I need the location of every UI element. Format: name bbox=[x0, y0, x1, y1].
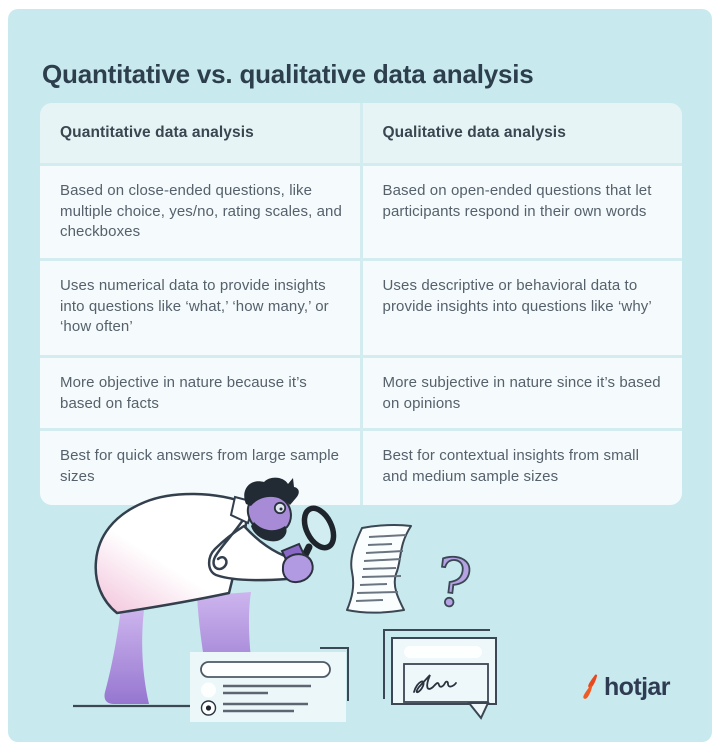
table-header-qualitative: Qualitative data analysis bbox=[362, 103, 682, 163]
hotjar-logo: hotjar bbox=[581, 672, 670, 702]
page-title: Quantitative vs. qualitative data analys… bbox=[42, 59, 534, 90]
hotjar-flame-icon bbox=[583, 674, 598, 699]
table-cell-qualitative-data-type: Uses descriptive or behavioral data to p… bbox=[362, 261, 682, 355]
table-cell-qualitative-nature: More subjective in nature since it’s bas… bbox=[362, 358, 682, 428]
hotjar-wordmark: hotjar bbox=[604, 672, 670, 701]
comparison-table: Quantitative data analysis Qualitative d… bbox=[40, 103, 682, 505]
table-cell-quantitative-nature: More objective in nature because it’s ba… bbox=[40, 358, 360, 428]
table-cell-quantitative-best-for: Best for quick answers from large sample… bbox=[40, 431, 360, 505]
table-cell-qualitative-best-for: Best for contextual insights from small … bbox=[362, 431, 682, 505]
table-cell-quantitative-questions: Based on close-ended questions, like mul… bbox=[40, 166, 360, 258]
table-cell-qualitative-questions: Based on open-ended questions that let p… bbox=[362, 166, 682, 258]
table-header-quantitative: Quantitative data analysis bbox=[40, 103, 360, 163]
table-cell-quantitative-data-type: Uses numerical data to provide insights … bbox=[40, 261, 360, 355]
